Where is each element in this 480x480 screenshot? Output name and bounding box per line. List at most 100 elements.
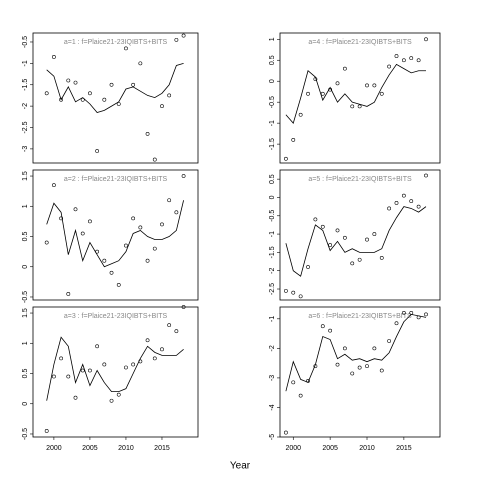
y-tick-label: -0.5	[269, 210, 276, 222]
observation-point	[145, 132, 150, 136]
observation-point	[88, 368, 92, 373]
observation-point	[181, 33, 186, 38]
y-tick-label: -0.5	[22, 291, 29, 303]
x-tick-label: 2010	[118, 445, 134, 452]
observation-point	[328, 243, 333, 247]
observation-point	[350, 261, 355, 266]
panel-title: a=1 : f=Plaice21-23IQIBTS+BITS	[64, 39, 168, 46]
observation-point	[44, 91, 49, 96]
observation-point	[313, 217, 318, 222]
observation-point	[365, 364, 369, 368]
observation-point	[313, 77, 318, 82]
observation-point	[174, 329, 179, 334]
observation-point	[145, 258, 150, 263]
observation-point	[409, 199, 414, 204]
x-tick-label: 2000	[285, 445, 301, 452]
observation-point	[116, 102, 121, 106]
y-tick-label: 0.5	[269, 55, 276, 65]
y-tick-label: -1.5	[269, 246, 276, 258]
observation-point	[124, 243, 128, 248]
observation-point	[116, 282, 121, 287]
y-tick-label: 1	[269, 37, 276, 41]
observation-point	[416, 315, 421, 320]
y-tick-label: -2	[269, 345, 276, 351]
observation-point	[145, 338, 150, 343]
observation-point	[102, 362, 107, 367]
observation-point	[291, 290, 296, 295]
observation-point	[138, 61, 143, 66]
fitted-line	[285, 313, 427, 392]
observation-point	[365, 83, 369, 88]
y-tick-label: 0	[269, 79, 276, 83]
panel-frame	[32, 169, 199, 301]
y-tick-label: -1	[269, 316, 276, 322]
panel-frame	[279, 32, 441, 164]
panel-title: a=6 : f=Plaice21-23IQIBTS+BITS	[308, 313, 412, 320]
observation-point	[328, 87, 333, 92]
observation-point	[313, 364, 318, 368]
observation-point	[59, 356, 64, 361]
observation-point	[80, 231, 85, 236]
y-tick-label: 0.5	[269, 174, 276, 184]
observation-point	[387, 339, 392, 343]
x-tick-label: 2015	[396, 445, 412, 452]
observation-point	[416, 58, 421, 63]
observation-point	[88, 91, 92, 96]
observation-point	[102, 258, 107, 263]
y-tick-label: 0	[22, 265, 29, 269]
observation-point	[306, 378, 310, 383]
observation-point	[335, 228, 340, 233]
observation-point	[424, 37, 428, 42]
y-tick-label: 1.5	[22, 308, 29, 318]
observation-point	[401, 311, 406, 315]
observation-point	[409, 311, 414, 315]
observation-point	[342, 66, 347, 71]
observation-point	[152, 157, 157, 162]
observation-point	[401, 58, 406, 63]
y-tick-label: 0	[22, 402, 29, 406]
observation-point	[387, 206, 392, 211]
observation-point	[335, 362, 340, 367]
fitted-line	[285, 63, 426, 124]
observation-point	[95, 344, 100, 349]
observation-point	[109, 270, 114, 275]
observation-point	[365, 237, 369, 242]
y-tick-label: -2	[22, 103, 29, 109]
observation-point	[291, 138, 296, 142]
observation-point	[394, 54, 399, 58]
x-tick-label: 2000	[46, 445, 62, 452]
y-tick-label: -0.5	[22, 36, 29, 48]
observation-point	[350, 104, 355, 109]
panel-frame	[279, 169, 441, 301]
observation-point	[167, 198, 172, 203]
observation-point	[298, 112, 303, 117]
observation-point	[44, 429, 49, 433]
observation-point	[394, 201, 399, 205]
x-tick-label: 2015	[154, 445, 170, 452]
observation-point	[379, 368, 384, 373]
observation-point	[401, 193, 406, 198]
observation-point	[116, 392, 121, 397]
observation-point	[138, 225, 143, 230]
observation-point	[342, 346, 347, 351]
observation-point	[51, 374, 56, 379]
observation-point	[80, 368, 85, 373]
observation-point	[102, 97, 107, 102]
y-tick-label: -2.5	[22, 121, 29, 133]
panel-title: a=2 : f=Plaice21-23IQIBTS+BITS	[64, 176, 168, 183]
y-tick-label: -1	[269, 231, 276, 237]
observation-point	[181, 174, 186, 178]
observation-point	[59, 97, 64, 102]
observation-point	[283, 156, 288, 161]
observation-point	[131, 82, 136, 87]
panel-title: a=3 : f=Plaice21-23IQIBTS+BITS	[64, 313, 168, 320]
observation-point	[51, 55, 56, 59]
y-tick-label: 0.5	[22, 232, 29, 242]
observation-point	[306, 91, 310, 96]
x-axis-label: Year	[230, 461, 251, 472]
fitted-line	[46, 62, 184, 113]
observation-point	[350, 371, 355, 376]
observation-point	[357, 257, 362, 262]
